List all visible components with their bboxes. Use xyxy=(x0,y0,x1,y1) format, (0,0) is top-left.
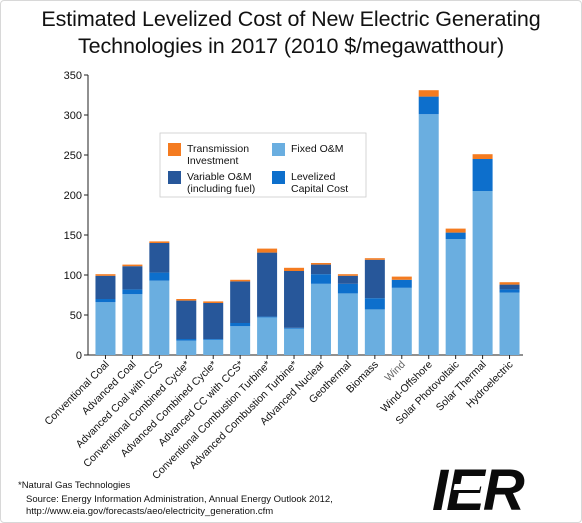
legend-label: Transmission xyxy=(187,143,249,155)
bar-segment xyxy=(122,294,143,355)
bar-segment xyxy=(203,339,224,355)
bar-segment xyxy=(418,90,439,97)
bar-segment xyxy=(176,340,197,355)
legend-swatch xyxy=(272,143,285,156)
y-tick-label: 200 xyxy=(64,190,82,202)
ier-logo: IE R xyxy=(432,458,525,523)
y-tick-label: 50 xyxy=(70,310,82,322)
bar-segment xyxy=(310,283,331,355)
bar-segment xyxy=(310,263,331,265)
legend-swatch xyxy=(168,143,181,156)
bar-segment xyxy=(364,309,385,355)
bar-segment xyxy=(122,289,143,295)
legend-label: Fixed O&M xyxy=(291,143,344,155)
y-tick-label: 250 xyxy=(64,150,82,162)
bar-segment xyxy=(499,289,520,293)
bar-segment xyxy=(445,232,466,239)
bar-segment xyxy=(337,274,358,276)
legend-label: Variable O&M xyxy=(187,171,252,183)
legend-label: Investment xyxy=(187,155,238,167)
chart-title: Estimated Levelized Cost of New Electric… xyxy=(0,6,582,60)
bar-segment xyxy=(284,267,305,271)
bar-segment xyxy=(230,281,251,323)
bar-segment xyxy=(176,339,197,341)
bar-segment xyxy=(257,252,278,317)
y-tick-label: 0 xyxy=(76,350,82,362)
source-note: Source: Energy Information Administratio… xyxy=(26,494,333,518)
y-tick-label: 350 xyxy=(64,70,82,82)
bar-segment xyxy=(364,298,385,310)
bar-segment xyxy=(257,248,278,253)
bar-segment xyxy=(203,301,224,303)
bar-segment xyxy=(499,282,520,285)
bar-segment xyxy=(149,272,170,281)
chart-title-line-2: Technologies in 2017 (2010 $/megawatthou… xyxy=(77,34,505,58)
legend-swatch xyxy=(168,171,181,184)
legend-swatch xyxy=(272,171,285,184)
bar-segment xyxy=(337,275,358,284)
bar-segment xyxy=(284,271,305,328)
y-tick-label: 100 xyxy=(64,270,82,282)
bar-segment xyxy=(230,326,251,355)
bar-segment xyxy=(257,316,278,318)
bar-segment xyxy=(95,275,116,299)
y-tick-label: 300 xyxy=(64,110,82,122)
bar-segment xyxy=(337,283,358,294)
legend-label: Capital Cost xyxy=(291,183,348,195)
bar-segment xyxy=(203,339,224,340)
legend-box xyxy=(159,132,367,198)
bar-segment xyxy=(445,228,466,233)
bar-segment xyxy=(364,259,385,299)
bar-segment xyxy=(499,284,520,290)
bar-segment xyxy=(472,154,493,159)
bar-segment xyxy=(95,302,116,355)
bar-segment xyxy=(122,266,143,290)
source-line-2: http://www.eia.gov/forecasts/aeo/electri… xyxy=(26,506,274,517)
bar-segment xyxy=(122,264,143,267)
bar-segment xyxy=(391,287,412,355)
bar-segment xyxy=(391,279,412,288)
footnote: *Natural Gas Technologies xyxy=(18,480,131,491)
source-line-1: Source: Energy Information Administratio… xyxy=(26,494,333,505)
bar-segment xyxy=(230,323,251,327)
bar-segment xyxy=(176,299,197,301)
bar-segment xyxy=(472,159,493,191)
bar-segment xyxy=(364,258,385,260)
bar-segment xyxy=(445,239,466,355)
bar-segment xyxy=(95,299,116,303)
bar-segment xyxy=(418,114,439,355)
legend-label: (including fuel) xyxy=(187,183,255,195)
legend-label: Levelized xyxy=(291,171,336,183)
bar-segment xyxy=(310,264,331,275)
bar-segment xyxy=(230,279,251,282)
bar-segment xyxy=(149,243,170,273)
bar-segment xyxy=(149,280,170,355)
bar-segment xyxy=(203,303,224,339)
bar-segment xyxy=(284,328,305,355)
bar-segment xyxy=(472,191,493,355)
bar-segment xyxy=(284,327,305,329)
bar-segment xyxy=(337,293,358,355)
bar-segment xyxy=(310,274,331,284)
bar-segment xyxy=(95,274,116,276)
y-tick-label: 150 xyxy=(64,230,82,242)
bar-segment xyxy=(257,317,278,355)
bar-segment xyxy=(391,276,412,280)
bar-segment xyxy=(176,300,197,339)
chart-title-line-1: Estimated Levelized Cost of New Electric… xyxy=(41,7,541,31)
bar-segment xyxy=(149,241,170,243)
bar-segment xyxy=(499,292,520,355)
bar-segment xyxy=(418,96,439,115)
